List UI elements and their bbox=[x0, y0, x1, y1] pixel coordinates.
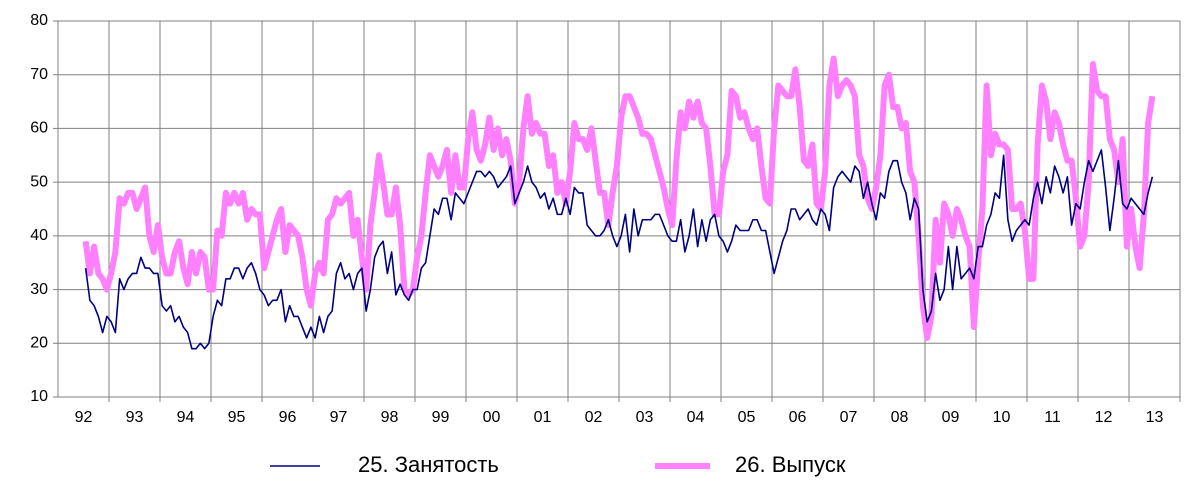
x-tick-label: 11 bbox=[1044, 409, 1061, 426]
x-tick-label: 00 bbox=[483, 409, 501, 426]
x-tick-label: 02 bbox=[585, 409, 603, 426]
y-tick-label: 60 bbox=[30, 120, 48, 137]
x-tick-label: 10 bbox=[993, 409, 1011, 426]
series-line bbox=[82, 55, 1156, 341]
y-tick-label: 20 bbox=[30, 335, 48, 352]
x-tick-label: 06 bbox=[789, 409, 807, 426]
x-tick-label: 96 bbox=[279, 409, 297, 426]
x-tick-label: 12 bbox=[1095, 409, 1113, 426]
x-tick-label: 01 bbox=[534, 409, 552, 426]
x-tick-label: 04 bbox=[687, 409, 705, 426]
x-tick-label: 94 bbox=[177, 409, 195, 426]
y-tick-label: 70 bbox=[30, 66, 48, 83]
x-tick-label: 93 bbox=[126, 409, 144, 426]
y-tick-label: 40 bbox=[30, 227, 48, 244]
x-tick-label: 99 bbox=[432, 409, 450, 426]
x-tick-label: 07 bbox=[840, 409, 858, 426]
x-tick-label: 92 bbox=[75, 409, 93, 426]
x-tick-label: 03 bbox=[636, 409, 654, 426]
x-tick-label: 97 bbox=[330, 409, 348, 426]
x-tick-label: 98 bbox=[381, 409, 399, 426]
series-line bbox=[84, 149, 1154, 350]
x-tick-label: 09 bbox=[942, 409, 960, 426]
x-tick-label: 08 bbox=[891, 409, 909, 426]
x-tick-label: 05 bbox=[738, 409, 756, 426]
x-tick-label: 95 bbox=[228, 409, 246, 426]
y-tick-label: 50 bbox=[30, 173, 48, 190]
y-tick-label: 80 bbox=[30, 12, 48, 29]
legend-label: 25. Занятость bbox=[358, 452, 499, 477]
legend-label: 26. Выпуск bbox=[735, 452, 846, 477]
y-tick-label: 10 bbox=[30, 388, 48, 405]
y-tick-label: 30 bbox=[30, 281, 48, 298]
x-tick-label: 13 bbox=[1146, 409, 1164, 426]
